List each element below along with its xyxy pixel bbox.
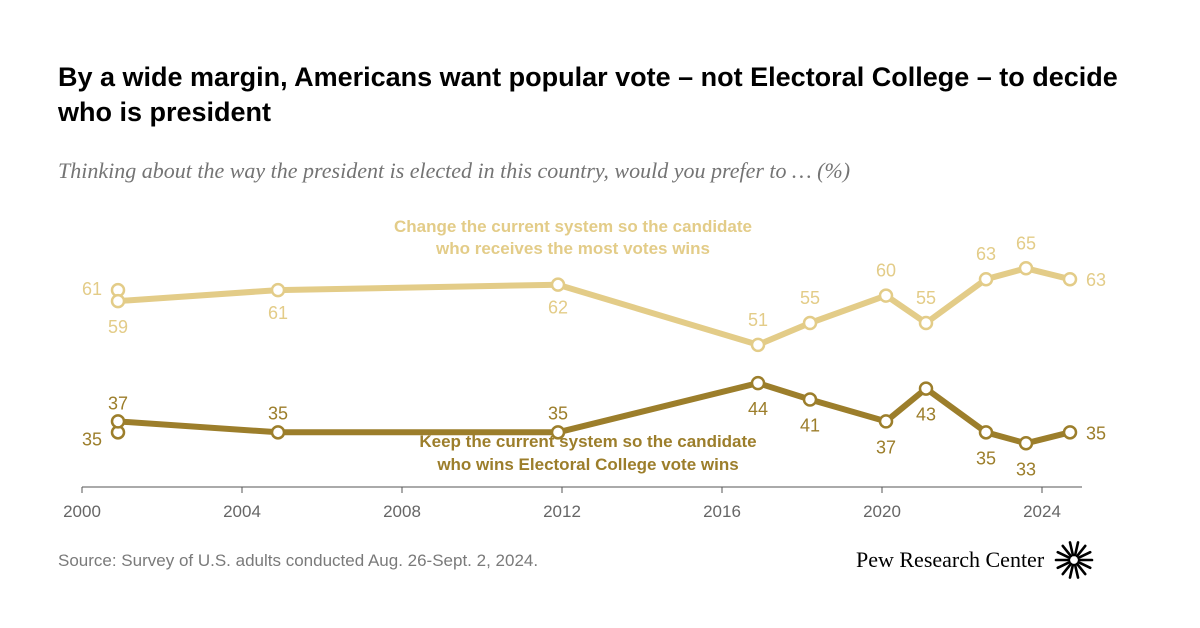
data-point-electoral-college-3 (550, 425, 566, 440)
series-label-popular-vote-line-1: Change the current system so the candida… (394, 217, 752, 236)
data-point-popular-vote-2 (270, 282, 286, 298)
series-label-popular-vote-line-2: who receives the most votes wins (435, 239, 710, 258)
data-point-electoral-college-8 (978, 425, 994, 440)
data-label-popular-vote-1: 59 (108, 317, 128, 337)
data-label-popular-vote-4: 51 (748, 310, 768, 330)
data-label-popular-vote-2: 61 (268, 303, 288, 323)
data-label-electoral-college-2: 35 (268, 403, 288, 423)
source-note: Source: Survey of U.S. adults conducted … (58, 551, 539, 570)
x-tick-label-2020: 2020 (863, 502, 901, 521)
data-label-electoral-college-8: 35 (976, 448, 996, 468)
x-tick-label-2008: 2008 (383, 502, 421, 521)
data-point-popular-vote-4 (750, 337, 766, 353)
data-point-electoral-college-2 (270, 425, 286, 440)
data-label-electoral-college-4: 44 (748, 399, 768, 419)
data-label-electoral-college-3: 35 (548, 403, 568, 423)
x-tick-label-2012: 2012 (543, 502, 581, 521)
data-label-electoral-college-6: 37 (876, 437, 896, 457)
data-label-popular-vote-5: 55 (800, 288, 820, 308)
data-point-popular-vote-10 (1062, 271, 1078, 287)
data-point-popular-vote-8 (978, 271, 994, 287)
data-label-electoral-college-5: 41 (800, 416, 820, 436)
data-point-popular-vote-3 (550, 277, 566, 292)
x-tick-label-2016: 2016 (703, 502, 741, 521)
data-point-popular-vote-6 (878, 288, 894, 303)
data-point-electoral-college-1 (110, 414, 126, 429)
data-point-electoral-college-9 (1018, 436, 1034, 451)
data-point-electoral-college-10 (1062, 425, 1078, 440)
data-point-popular-vote-7 (918, 315, 934, 331)
line-chart: 2000 2004 2008 2012 2016 2020 2024 61 59 61 62 51 55… (63, 217, 1106, 521)
brand-name: Pew Research Center (856, 547, 1045, 572)
chart-subtitle: Thinking about the way the president is … (58, 158, 851, 183)
chart-title: By a wide margin, Americans want popular… (58, 62, 1118, 127)
brand-attribution: Pew Research Center (856, 540, 1094, 580)
data-label-popular-vote-3: 62 (548, 298, 568, 318)
data-label-popular-vote-6: 60 (876, 261, 896, 281)
data-point-electoral-college-7 (918, 381, 934, 396)
series-line-electoral-college (115, 380, 1073, 447)
data-label-popular-vote-7: 55 (916, 288, 936, 308)
x-tick-label-2000: 2000 (63, 502, 101, 521)
data-label-electoral-college-9: 33 (1016, 459, 1036, 479)
data-label-popular-vote-9: 65 (1016, 233, 1036, 253)
data-label-popular-vote-0: 61 (82, 279, 102, 299)
x-tick-label-2024: 2024 (1023, 502, 1061, 521)
series-line-popular-vote (115, 265, 1073, 348)
data-label-electoral-college-1: 37 (108, 393, 128, 413)
data-label-popular-vote-10: 63 (1086, 270, 1106, 290)
data-label-electoral-college-7: 43 (916, 405, 936, 425)
data-point-popular-vote-9 (1018, 261, 1034, 276)
series-label-electoral-college-line-2: who wins Electoral College vote wins (436, 455, 738, 474)
data-label-electoral-college-0: 35 (82, 429, 102, 449)
pew-sunburst-icon (1054, 541, 1094, 579)
data-point-popular-vote-1 (110, 293, 126, 309)
data-point-electoral-college-4 (750, 375, 766, 391)
data-point-popular-vote-5 (802, 315, 818, 331)
x-tick-label-2004: 2004 (223, 502, 261, 521)
data-label-electoral-college-10: 35 (1086, 423, 1106, 443)
data-label-popular-vote-8: 63 (976, 244, 996, 264)
data-point-electoral-college-6 (878, 414, 894, 429)
data-point-electoral-college-5 (802, 392, 818, 407)
series-label-electoral-college-line-1: Keep the current system so the candidate (419, 432, 756, 451)
